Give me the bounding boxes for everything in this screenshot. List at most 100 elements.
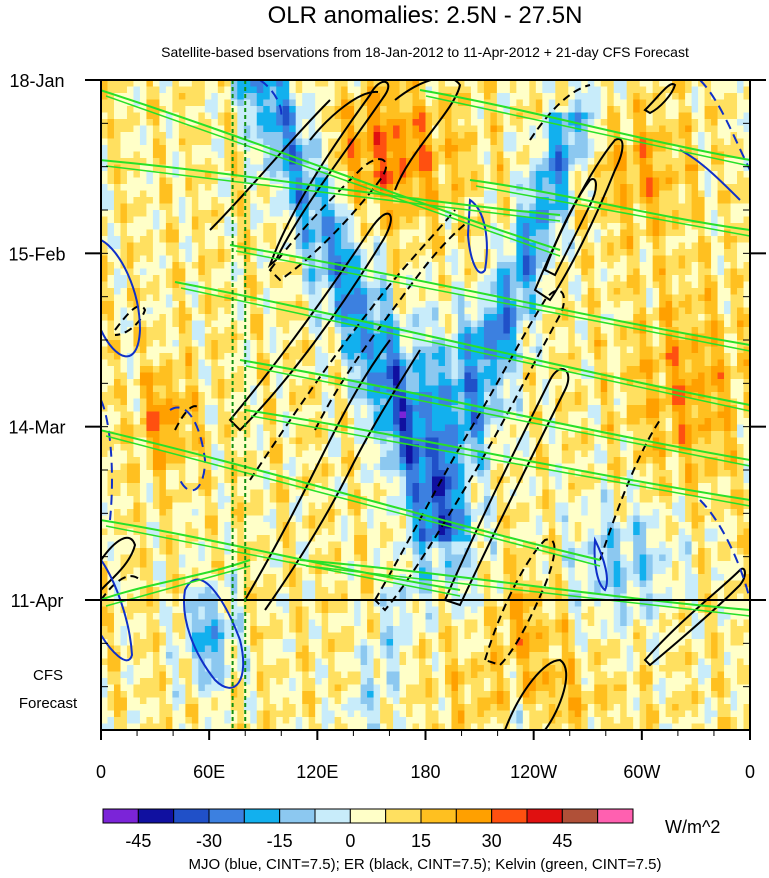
heat-cell [380,307,388,315]
heat-cell [672,151,680,159]
heat-cell [276,164,284,172]
heat-cell [367,372,375,380]
heat-cell [139,229,148,237]
heat-cell [542,80,550,88]
heat-cell [146,275,154,283]
heat-cell [354,132,362,140]
heat-cell [555,125,563,133]
heat-cell [548,138,556,146]
heat-cell [659,255,667,263]
heat-cell [178,249,186,257]
heat-cell [639,301,647,309]
heat-cell [522,379,530,387]
heat-cell [399,177,407,185]
heat-cell [373,203,381,211]
heat-cell [295,255,303,263]
heat-cell [587,366,595,374]
heat-cell [276,216,284,224]
heat-cell [302,379,310,387]
heat-cell [282,372,290,380]
heat-cell [431,158,440,166]
heat-cell [594,327,602,335]
heat-cell [295,294,303,302]
heat-cell [328,359,336,367]
heat-cell [438,236,446,244]
heat-cell [354,164,362,172]
heat-cell [594,80,602,88]
heat-cell [737,242,745,250]
heat-cell [607,145,615,153]
heat-cell [334,353,342,361]
heat-cell [470,333,479,341]
heat-cell [737,366,745,374]
heat-cell [217,203,225,211]
heat-cell [600,281,608,289]
heat-cell [561,275,569,283]
heat-cell [113,86,122,94]
heat-cell [295,80,303,88]
heat-cell [113,301,122,309]
heat-cell [587,106,595,114]
heat-cell [256,320,264,328]
heat-cell [451,125,459,133]
heat-cell [250,333,258,341]
heat-cell [730,210,738,218]
heat-cell [406,145,414,153]
heat-cell [672,80,680,88]
heat-cell [139,327,148,335]
heat-cell [685,353,693,361]
heat-cell [548,229,556,237]
heat-cell [360,203,368,211]
heat-cell [659,301,667,309]
heat-cell [172,106,180,114]
heat-cell [139,281,148,289]
heat-cell [600,132,608,140]
heat-cell [724,177,732,185]
heat-cell [600,184,608,192]
heat-cell [548,353,556,361]
heat-cell [146,106,154,114]
heat-cell [302,112,310,120]
heat-cell [639,366,647,374]
heat-cell [464,281,472,289]
heat-cell [678,112,686,120]
heat-cell [419,314,427,322]
heat-cell [568,184,576,192]
heat-cell [211,197,219,205]
heat-cell [243,164,251,172]
heat-cell [243,268,251,276]
heat-cell [594,236,602,244]
heat-cell [522,327,530,335]
heat-cell [535,385,543,393]
heat-cell [406,294,414,302]
heat-cell [503,359,511,367]
heat-cell [730,93,738,101]
heat-cell [230,333,238,341]
heat-cell [737,379,745,387]
heat-cell [399,379,407,387]
heat-cell [217,197,225,205]
heat-cell [568,379,576,387]
heat-cell [211,164,219,172]
heat-cell [587,190,595,198]
heat-cell [250,158,258,166]
heat-cell [516,249,524,257]
heat-cell [704,158,712,166]
heat-cell [457,385,466,393]
heat-cell [574,340,582,348]
chart-subtitle: Satellite-based bservations from 18-Jan-… [161,44,689,60]
heat-cell [704,93,712,101]
heat-cell [743,106,750,114]
heat-cell [438,138,446,146]
heat-cell [613,229,621,237]
heat-cell [438,353,446,361]
heat-cell [490,151,498,159]
heat-cell [743,177,750,185]
heat-cell [393,346,401,354]
heat-cell [743,203,750,211]
heat-cell [737,171,745,179]
heat-cell [399,99,407,107]
heat-cell [250,203,258,211]
heat-cell [711,249,719,257]
heat-cell [613,385,621,393]
